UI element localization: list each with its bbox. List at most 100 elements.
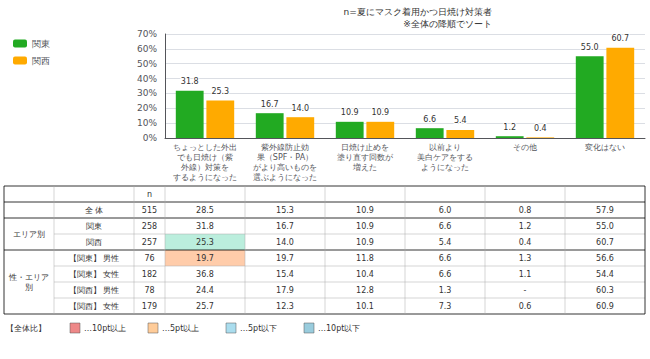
- svg-text:55.0: 55.0: [581, 43, 599, 52]
- svg-text:60.7: 60.7: [596, 238, 614, 247]
- svg-text:16.7: 16.7: [261, 100, 279, 109]
- svg-text:関西: 関西: [32, 56, 50, 66]
- svg-text:1.3: 1.3: [439, 286, 452, 295]
- svg-text:するようになった: するようになった: [173, 173, 237, 182]
- svg-text:以前より: 以前より: [429, 143, 461, 152]
- svg-text:10%: 10%: [137, 118, 157, 128]
- svg-text:0.4: 0.4: [534, 124, 547, 133]
- svg-text:その他: その他: [513, 143, 537, 152]
- svg-text:31.8: 31.8: [181, 77, 199, 86]
- svg-text:24.4: 24.4: [196, 286, 214, 295]
- svg-text:【全体比】: 【全体比】: [6, 324, 46, 333]
- svg-text:60.9: 60.9: [596, 302, 614, 311]
- svg-text:10.9: 10.9: [341, 108, 359, 117]
- svg-text:10.1: 10.1: [356, 302, 374, 311]
- svg-text:6.6: 6.6: [439, 222, 452, 231]
- svg-text:美白ケアをする: 美白ケアをする: [417, 153, 473, 162]
- svg-text:60.3: 60.3: [596, 286, 614, 295]
- svg-text:0%: 0%: [143, 133, 158, 143]
- svg-text:…10pt以下: …10pt以下: [318, 324, 360, 333]
- svg-text:【関東】 男性: 【関東】 男性: [69, 254, 120, 263]
- svg-text:10.9: 10.9: [356, 222, 374, 231]
- svg-text:【関西】 女性: 【関西】 女性: [69, 302, 120, 311]
- svg-text:全 体: 全 体: [85, 206, 104, 215]
- svg-text:25.3: 25.3: [211, 87, 229, 96]
- svg-text:6.6: 6.6: [423, 115, 436, 124]
- svg-text:14.0: 14.0: [291, 104, 309, 113]
- svg-text:50%: 50%: [137, 59, 157, 69]
- svg-text:果（SPF・PA）: 果（SPF・PA）: [257, 153, 313, 162]
- svg-text:17.9: 17.9: [276, 286, 294, 295]
- svg-text:20%: 20%: [137, 103, 157, 113]
- svg-text:14.0: 14.0: [276, 238, 294, 247]
- svg-text:0.8: 0.8: [519, 206, 532, 215]
- svg-text:エリア別: エリア別: [13, 230, 45, 239]
- svg-text:…5pt以上: …5pt以上: [162, 324, 199, 333]
- svg-text:【関西】 男性: 【関西】 男性: [69, 286, 120, 295]
- svg-text:258: 258: [142, 222, 157, 231]
- svg-text:55.0: 55.0: [596, 222, 614, 231]
- svg-text:別: 別: [25, 283, 33, 292]
- svg-text:19.7: 19.7: [276, 254, 294, 263]
- svg-text:…10pt以上: …10pt以上: [84, 324, 126, 333]
- svg-text:182: 182: [142, 270, 157, 279]
- svg-text:増えた: 増えた: [352, 163, 377, 172]
- svg-text:31.8: 31.8: [196, 222, 214, 231]
- svg-text:【関東】 女性: 【関東】 女性: [69, 270, 120, 279]
- svg-text:10.9: 10.9: [356, 238, 374, 247]
- svg-text:関東: 関東: [32, 39, 50, 49]
- svg-text:36.8: 36.8: [196, 270, 214, 279]
- svg-text:7.3: 7.3: [439, 302, 452, 311]
- svg-text:-: -: [524, 286, 527, 295]
- svg-text:60%: 60%: [137, 44, 157, 54]
- svg-text:ちょっとした外出: ちょっとした外出: [173, 143, 237, 152]
- svg-text:関西: 関西: [86, 238, 102, 247]
- svg-text:n=夏にマスク着用かつ日焼け対策者: n=夏にマスク着用かつ日焼け対策者: [344, 7, 492, 17]
- svg-text:76: 76: [144, 254, 154, 263]
- svg-text:54.4: 54.4: [596, 270, 614, 279]
- svg-text:16.7: 16.7: [276, 222, 294, 231]
- svg-text:70%: 70%: [137, 29, 157, 39]
- svg-text:※全体の降順でソート: ※全体の降順でソート: [403, 19, 492, 29]
- svg-text:塗り直す回数が: 塗り直す回数が: [337, 153, 394, 162]
- svg-text:28.5: 28.5: [196, 206, 214, 215]
- svg-text:60.7: 60.7: [611, 34, 629, 43]
- svg-text:57.9: 57.9: [596, 206, 614, 215]
- svg-text:5.4: 5.4: [439, 238, 452, 247]
- svg-text:関東: 関東: [86, 222, 102, 231]
- svg-text:11.8: 11.8: [356, 254, 374, 263]
- svg-text:1.2: 1.2: [519, 222, 532, 231]
- svg-text:がより高いものを: がより高いものを: [253, 163, 317, 172]
- svg-text:515: 515: [142, 206, 157, 215]
- svg-text:78: 78: [144, 286, 154, 295]
- svg-text:25.7: 25.7: [196, 302, 214, 311]
- svg-text:外線）対策を: 外線）対策を: [181, 163, 229, 172]
- svg-text:0.4: 0.4: [519, 238, 532, 247]
- svg-text:1.2: 1.2: [503, 123, 516, 132]
- svg-text:30%: 30%: [137, 88, 157, 98]
- svg-text:56.6: 56.6: [596, 254, 614, 263]
- svg-text:6.6: 6.6: [439, 270, 452, 279]
- svg-text:…5pt以下: …5pt以下: [240, 324, 277, 333]
- svg-text:6.6: 6.6: [439, 254, 452, 263]
- svg-text:選ぶようになった: 選ぶようになった: [253, 173, 317, 182]
- svg-text:変化はない: 変化はない: [585, 143, 625, 152]
- svg-text:n: n: [147, 190, 152, 199]
- svg-text:紫外線防止効: 紫外線防止効: [261, 143, 309, 152]
- svg-text:10.4: 10.4: [356, 270, 374, 279]
- svg-text:179: 179: [142, 302, 157, 311]
- svg-text:5.4: 5.4: [454, 116, 467, 125]
- svg-text:日焼け止めを: 日焼け止めを: [341, 143, 389, 152]
- svg-text:1.3: 1.3: [519, 254, 532, 263]
- svg-text:257: 257: [142, 238, 157, 247]
- svg-text:性・エリア: 性・エリア: [8, 273, 49, 282]
- svg-text:10.9: 10.9: [356, 206, 374, 215]
- svg-text:でも日焼け（紫: でも日焼け（紫: [177, 153, 233, 162]
- svg-text:12.8: 12.8: [356, 286, 374, 295]
- svg-text:6.0: 6.0: [439, 206, 452, 215]
- svg-text:15.4: 15.4: [276, 270, 294, 279]
- svg-text:19.7: 19.7: [196, 254, 214, 263]
- svg-text:ようになった: ようになった: [421, 163, 469, 172]
- svg-text:15.3: 15.3: [276, 206, 294, 215]
- svg-text:10.9: 10.9: [371, 108, 389, 117]
